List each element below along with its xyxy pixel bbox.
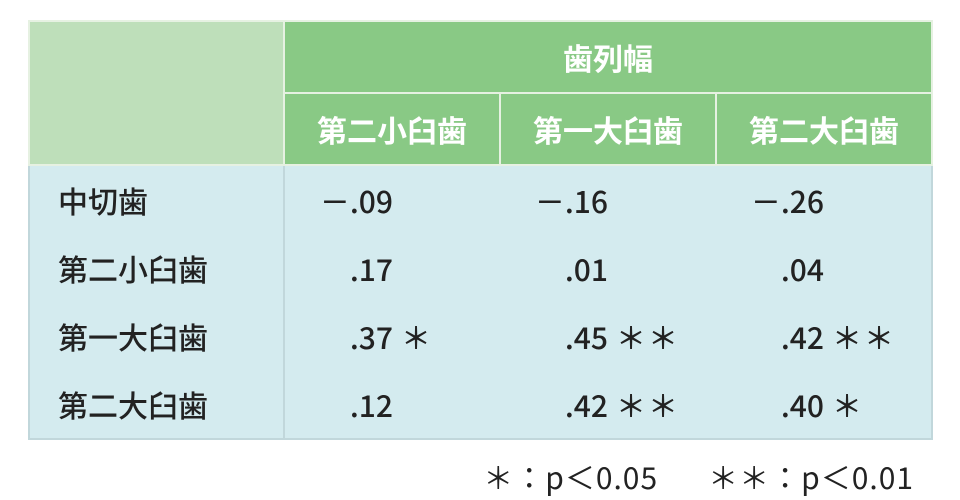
cell-2-2: .42＊＊ — [716, 302, 932, 370]
cell-1-2: .04 — [716, 234, 932, 302]
footnote-p05: ＊：p＜0.05 — [483, 454, 658, 498]
cell-3-2: .40＊ — [716, 370, 932, 439]
row-label-1: 第二小臼歯 — [29, 234, 284, 302]
cell-0-2: －.26 — [716, 165, 932, 234]
cell-3-0: .12 — [284, 370, 500, 439]
cell-0-1: －.16 — [500, 165, 716, 234]
footnote-p01: ＊＊：p＜0.01 — [708, 454, 914, 498]
col-header-2: 第二大臼歯 — [716, 93, 932, 165]
row-label-3: 第二大臼歯 — [29, 370, 284, 439]
row-label-2: 第一大臼歯 — [29, 302, 284, 370]
significance-footnote: ＊：p＜0.05 ＊＊：p＜0.01 — [28, 454, 932, 498]
cell-3-1: .42＊＊ — [500, 370, 716, 439]
col-header-0: 第二小臼歯 — [284, 93, 500, 165]
correlation-table: 歯列幅 第二小臼歯 第一大臼歯 第二大臼歯 中切歯 －.09 －.16 －.26… — [28, 20, 933, 440]
cell-1-0: .17 — [284, 234, 500, 302]
col-header-1: 第一大臼歯 — [500, 93, 716, 165]
cell-0-0: －.09 — [284, 165, 500, 234]
row-label-0: 中切歯 — [29, 165, 284, 234]
cell-1-1: .01 — [500, 234, 716, 302]
header-spanner: 歯列幅 — [284, 21, 932, 93]
cell-2-0: .37＊ — [284, 302, 500, 370]
cell-2-1: .45＊＊ — [500, 302, 716, 370]
header-blank — [29, 21, 284, 165]
